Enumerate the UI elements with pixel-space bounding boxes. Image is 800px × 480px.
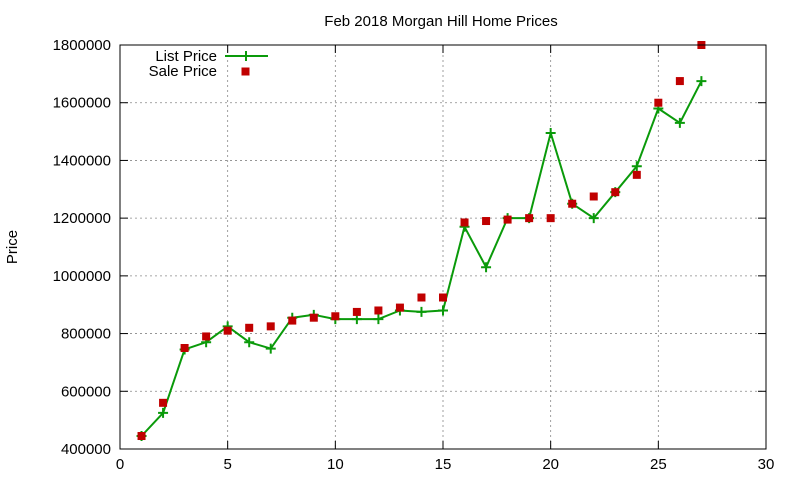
sale-price-marker xyxy=(223,326,232,335)
list-price-marker xyxy=(674,117,685,128)
list-price-marker xyxy=(481,262,492,273)
x-tick-label: 30 xyxy=(758,456,775,473)
y-axis-label: Price xyxy=(4,230,21,264)
x-tick-label: 20 xyxy=(542,456,559,473)
sale-price-marker xyxy=(159,398,168,407)
y-tick-label: 800000 xyxy=(61,326,111,343)
legend: List Price Sale Price xyxy=(149,48,268,80)
list-price-marker xyxy=(416,306,427,317)
sale-price-marker xyxy=(288,316,297,325)
axis-ticks: 400000 600000 800000 1000000 1200000 1400000 1… xyxy=(53,37,775,473)
sale-price-marker xyxy=(266,322,275,331)
sale-price-marker xyxy=(503,215,512,224)
legend-marker-sale-price xyxy=(241,67,250,76)
legend-marker-list-price xyxy=(241,51,251,61)
sale-price-marker xyxy=(309,313,318,322)
sale-price-marker xyxy=(632,170,641,179)
sale-price-marker xyxy=(460,218,469,227)
list-price-marker xyxy=(588,213,599,224)
y-tick-label: 1400000 xyxy=(53,152,111,169)
sale-price-marker xyxy=(331,312,340,321)
sale-price-marker xyxy=(202,332,211,341)
sale-price-marker xyxy=(137,432,146,441)
sale-price-marker xyxy=(374,306,383,315)
sale-price-marker xyxy=(352,307,361,316)
list-price-marker xyxy=(696,76,707,87)
sale-price-marker xyxy=(525,214,534,223)
sale-price-marker xyxy=(180,344,189,352)
y-tick-label: 1200000 xyxy=(53,210,111,227)
sale-price-marker xyxy=(589,192,598,201)
chart-title: Feb 2018 Morgan Hill Home Prices xyxy=(324,13,557,30)
y-tick-label: 600000 xyxy=(61,383,111,400)
sale-price-marker xyxy=(568,199,577,208)
x-tick-label: 25 xyxy=(650,456,667,473)
sale-price-marker xyxy=(654,98,663,107)
y-tick-label: 1600000 xyxy=(53,95,111,112)
sale-price-marker xyxy=(417,293,426,302)
sale-price-marker xyxy=(395,303,404,312)
sale-price-marker xyxy=(482,217,491,226)
legend-label-sale-price: Sale Price xyxy=(149,63,217,80)
x-tick-label: 5 xyxy=(223,456,231,473)
grid-lines xyxy=(120,45,766,449)
list-price-marker xyxy=(545,128,556,139)
x-tick-label: 15 xyxy=(435,456,452,473)
list-price-marker xyxy=(438,305,448,316)
x-tick-label: 10 xyxy=(327,456,344,473)
list-price-line xyxy=(140,80,703,437)
sale-price-marker xyxy=(611,188,620,197)
y-tick-label: 1800000 xyxy=(53,37,111,54)
list-price-marker xyxy=(373,314,384,325)
list-price-marker xyxy=(265,343,276,354)
sale-price-marker xyxy=(245,323,254,332)
list-price-marker xyxy=(244,337,255,348)
y-tick-label: 400000 xyxy=(61,441,111,458)
sale-price-marker xyxy=(439,293,447,302)
sale-price-marker xyxy=(675,77,684,86)
legend-label-list-price: List Price xyxy=(155,48,217,65)
x-tick-label: 0 xyxy=(116,456,124,473)
y-tick-label: 1000000 xyxy=(53,268,111,285)
sale-price-marker xyxy=(546,214,555,223)
list-price-marker xyxy=(631,161,642,172)
plot-series xyxy=(136,41,707,442)
list-price-marker xyxy=(158,407,169,418)
